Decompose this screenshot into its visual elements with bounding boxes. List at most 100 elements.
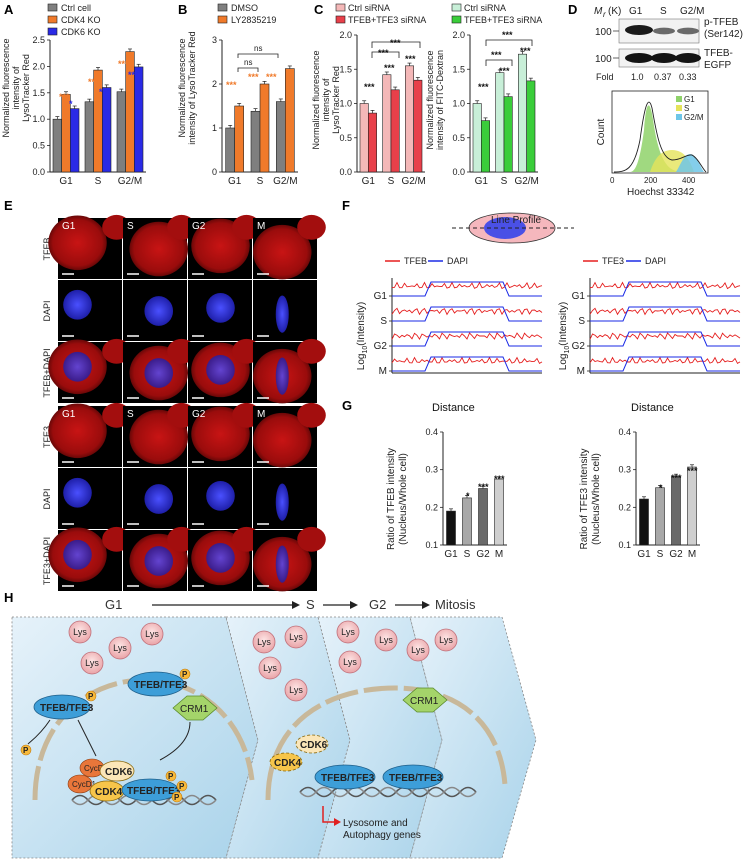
x-tick-label: G1 — [362, 176, 376, 187]
legend-swatch-c-si — [335, 15, 346, 24]
phospho-label-1: P — [88, 692, 94, 701]
chart-b: 0 1 2 3 G1 S G2/M — [212, 35, 298, 187]
hist-ylabel: Count — [596, 118, 607, 145]
panel-f: Line Profile TFEB DAPI TFE3 DAPI G1SG2M … — [356, 212, 741, 414]
band-egfp-s — [651, 53, 677, 63]
tfeb-tfe3-nucleus-g1 — [121, 778, 179, 802]
lane-s: S — [660, 6, 667, 17]
bracket-c2-2 — [485, 39, 533, 46]
red-profile — [391, 281, 543, 290]
y-tick-label: 0.5 — [32, 141, 45, 151]
legend-label-tfe3: TFE3 — [602, 256, 624, 266]
ylabel-c2-2: intensity of FITC-Dextran — [435, 50, 445, 150]
row-label: TFEB+DAPI — [42, 348, 52, 397]
sig-c2-5: *** — [520, 46, 531, 56]
x-tick-label: S — [95, 176, 102, 187]
histogram-outline — [613, 101, 707, 173]
arrow-head-s-g2 — [350, 601, 358, 609]
x-tick-label: G1 — [475, 176, 489, 187]
phospho-label-4: P — [179, 782, 185, 791]
nucleus-signal — [144, 484, 174, 514]
fold-label: Fold — [596, 72, 614, 82]
panel-label-e: E — [4, 198, 13, 213]
x-tick-label: G2 — [669, 549, 683, 560]
legend-label-c2-ctrl: Ctrl siRNA — [464, 3, 506, 13]
track-label: S — [380, 316, 387, 327]
y-tick-label: 0.0 — [452, 167, 465, 177]
panel-label-b: B — [178, 2, 187, 17]
phase-label: G1 — [62, 409, 76, 420]
ylabel-sub-left: 10 — [362, 346, 369, 354]
hist-legend-s: S — [684, 104, 689, 113]
bar — [405, 65, 414, 173]
band-egfp-g2m — [675, 53, 701, 63]
cdk4-label-g1: CDK4 — [95, 787, 123, 798]
ns-label-1: ns — [244, 58, 252, 67]
row-label: TFEB — [42, 237, 52, 260]
red-profile — [391, 332, 543, 340]
band-label-ptfeb: p-TFEB — [704, 17, 739, 28]
sig-c-3: *** — [364, 82, 375, 92]
cell-cycle-histogram: G1 S G2/M Count 0 200 400 Hoechst 33342 — [596, 90, 709, 198]
tfeb-tfe3-label-4: TFEB/TFE3 — [321, 773, 375, 784]
hist-xtick-0: 0 — [610, 176, 615, 185]
hist-legend-swatch-g2m — [676, 114, 682, 120]
lysosome-label: Lys — [343, 657, 357, 667]
sig-g-right-m: *** — [687, 466, 698, 476]
tfeb-tfe3-label-2: TFEB/TFE3 — [134, 680, 188, 691]
sig-c2-1: *** — [491, 50, 502, 60]
ylabel-g-right-1: Ratio of TFE3 intensity — [579, 449, 590, 550]
sig-a-s-cdk6: ** — [99, 87, 107, 97]
tfeb-tfe3-nucleus-g2-a — [314, 764, 376, 790]
phase-label: G2 — [192, 221, 206, 232]
phase-g2: G2 — [369, 597, 386, 612]
nucleus-signal — [275, 483, 289, 521]
panel-label-g: G — [342, 398, 352, 413]
mr-unit: (K) — [608, 6, 621, 17]
y-tick-label: 0.2 — [425, 502, 438, 512]
g2m-peak — [676, 154, 704, 172]
x-tick-label: S — [657, 549, 664, 560]
bar — [134, 66, 144, 173]
bar — [225, 127, 235, 173]
lysosome — [338, 650, 362, 674]
hist-xtick-200: 200 — [644, 176, 658, 185]
x-tick-label: G1 — [228, 176, 242, 187]
bar — [359, 103, 369, 173]
bar — [518, 53, 527, 173]
lysosome — [258, 656, 282, 680]
legend-label-c-si: TFEB+TFE3 siRNA — [348, 15, 426, 25]
phospho-3 — [165, 770, 177, 782]
ylabel-log-left: Log — [356, 354, 367, 371]
sig-g-right-g2: *** — [671, 473, 682, 483]
x-tick-label: G1 — [444, 549, 458, 560]
cytoplasm-signal — [253, 224, 312, 280]
hist-xlabel: Hoechst 33342 — [627, 187, 695, 198]
arrow-import — [77, 719, 97, 757]
blue-profile — [392, 356, 542, 372]
dna-strand-g2-b — [299, 786, 477, 798]
ylabel-b-2: intensity of LysoTracker Red — [187, 31, 197, 144]
phospho-2 — [179, 668, 191, 680]
mr-label: M — [594, 6, 603, 17]
bar — [503, 96, 513, 173]
ylabel-c2-1: Normalized fluorescence — [425, 50, 435, 149]
blue-profile — [392, 281, 542, 297]
hist-legend-swatch-s — [676, 105, 682, 111]
bar — [70, 108, 80, 173]
nucleus-signal — [275, 357, 289, 395]
band-egfp-g1 — [625, 53, 653, 63]
y-tick-label: 0.0 — [32, 167, 45, 177]
x-tick-label: G2/M — [118, 176, 142, 187]
legend-label-cdk4: CDK4 KO — [61, 15, 101, 25]
ylabel-a-1: Normalized fluorescence — [1, 38, 11, 137]
cdk6-label-g1: CDK6 — [105, 767, 133, 778]
chart-a: 0.0 0.5 1.0 1.5 2.0 2.5 G1 S G2/M — [32, 35, 146, 187]
neighbor-cell — [297, 338, 326, 364]
y-tick-label: 2.0 — [32, 61, 45, 71]
lysosome-label: Lys — [263, 663, 277, 673]
band-label-ser142: (Ser142) — [704, 29, 743, 40]
phase-mitosis: Mitosis — [435, 597, 476, 612]
nucleus-signal — [63, 351, 92, 382]
ylabel-a-2: intensity of — [11, 66, 21, 110]
